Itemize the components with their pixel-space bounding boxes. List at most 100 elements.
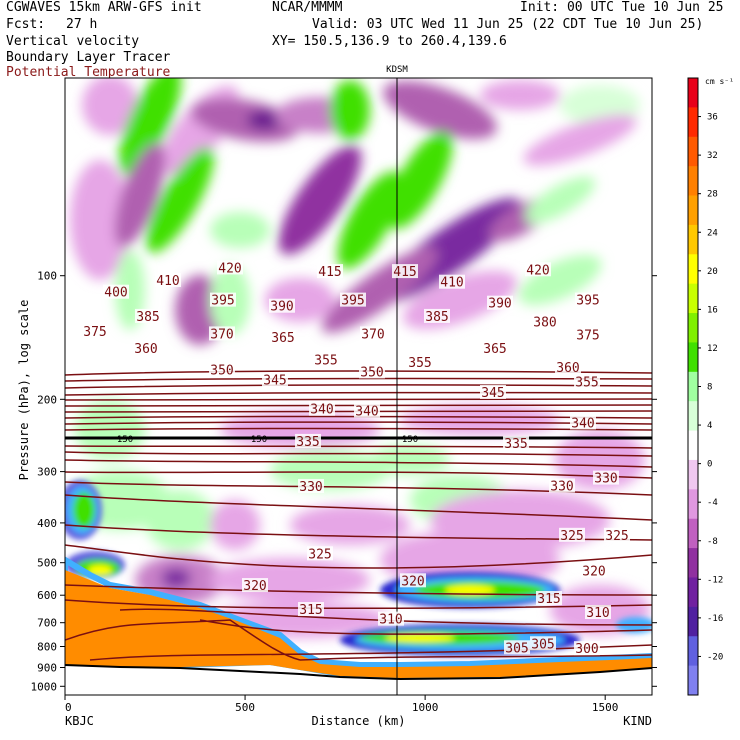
colorbar-tick-label: 4 [707, 421, 712, 431]
colorbar-tick-label: -12 [707, 575, 723, 585]
theta-label: 305 [531, 637, 554, 652]
theta-label: 320 [582, 564, 605, 579]
theta-label-bg [295, 433, 321, 448]
theta-label: 410 [156, 274, 179, 289]
theta-label: 410 [440, 276, 463, 291]
theta-label-bg [525, 262, 551, 277]
colorbar-swatch [688, 606, 698, 637]
theta-label-bg [604, 527, 630, 542]
theta-label-bg [155, 272, 181, 287]
colorbar-tick-label: -16 [707, 614, 723, 624]
y-axis-label: Pressure (hPa), log scale [17, 300, 31, 481]
colorbar-swatch [688, 518, 698, 549]
colorbar-swatch [688, 224, 698, 255]
colorbar-swatch [688, 371, 698, 402]
theta-label: 300 [575, 642, 598, 657]
theta-label-bg [313, 352, 339, 367]
theta-label-bg [504, 640, 530, 655]
terrain-mask [65, 665, 652, 695]
theta-label: 325 [560, 529, 583, 544]
theta-label-bg [269, 298, 295, 313]
theta-label-bg [298, 602, 324, 617]
theta-label: 365 [271, 331, 294, 346]
colorbar-swatch [688, 283, 698, 314]
model-title: CGWAVES 15km ARW-GFS init [6, 0, 202, 15]
colorbar-swatch [688, 136, 698, 167]
theta-label: 380 [533, 315, 556, 330]
theta-label: 325 [605, 529, 628, 544]
terrain-line [65, 664, 652, 681]
theta-label-bg [503, 436, 529, 451]
theta-label-bg [555, 360, 581, 375]
theta-label-bg [262, 372, 288, 387]
theta-label: 395 [341, 294, 364, 309]
init-time: Init: 00 UTC Tue 10 Jun 25 [520, 0, 724, 15]
colorbar-tick-label: 12 [707, 344, 718, 354]
theta-label-bg [378, 611, 404, 626]
field-boundary-layer: Boundary Layer Tracer [6, 50, 171, 65]
theta-label-bg [354, 403, 380, 418]
colorbar-tick-label: 20 [707, 267, 718, 277]
colorbar-tick-label: 0 [707, 460, 712, 470]
theta-label: 335 [296, 435, 319, 450]
isobar-label-layer: 150 150 150 [117, 435, 418, 445]
theta-label: 355 [408, 356, 431, 371]
isobar-150-label: 150 [402, 435, 418, 445]
colorbar-tick-label: 16 [707, 305, 718, 315]
theta-label: 310 [586, 606, 609, 621]
theta-label: 395 [211, 294, 234, 309]
y-tick-label: 300 [37, 466, 57, 479]
theta-label: 370 [361, 327, 384, 342]
colorbar-swatch [688, 313, 698, 343]
theta-label-bg [133, 341, 159, 356]
theta-label-bg [487, 295, 513, 310]
theta-label-bg [585, 605, 611, 620]
theta-label-bg [581, 563, 607, 578]
theta-label-bg [270, 330, 296, 345]
theta-label: 345 [481, 386, 504, 401]
theta-label: 330 [594, 472, 617, 487]
theta-label-bg [359, 364, 385, 379]
x-tick-label: 1000 [412, 701, 439, 714]
theta-label-bg [135, 308, 161, 323]
colorbar-swatch [688, 254, 698, 285]
colorbar-tick-label: 28 [707, 190, 718, 200]
theta-label-bg [217, 260, 243, 275]
colorbar-swatch [688, 430, 698, 461]
theta-label: 340 [571, 416, 594, 431]
theta-label-bg [593, 470, 619, 485]
colorbar-units: cm s⁻¹ [705, 77, 734, 86]
theta-label: 415 [393, 265, 416, 280]
theta-contours [65, 370, 652, 661]
org-label: NCAR/MMMM [272, 0, 343, 15]
x-tick-label: 1500 [592, 701, 619, 714]
theta-label-bg [307, 546, 333, 561]
colorbar-swatch [688, 577, 698, 608]
theta-label: 320 [401, 574, 424, 589]
colorbar-swatch [688, 166, 698, 197]
colorbar-swatch [688, 459, 698, 490]
theta-label: 320 [243, 579, 266, 594]
y-tick-label: 500 [37, 557, 57, 570]
colorbar-tick-label: -4 [707, 498, 718, 508]
colorbar-swatch [688, 548, 698, 578]
theta-label-bg [309, 401, 335, 416]
theta-label-layer: 420 415 415 420 410 410 400 395 390 395 390 395 385 3… [82, 260, 630, 657]
y-tick-label: 900 [37, 662, 57, 675]
theta-label-bg [482, 341, 508, 356]
y-tick-label: 700 [37, 617, 57, 630]
theta-label: 315 [299, 603, 322, 618]
colorbar-tick-label: -20 [707, 652, 723, 662]
theta-label-bg [210, 292, 236, 307]
theta-label: 365 [483, 342, 506, 357]
theta-label: 335 [504, 437, 527, 452]
theta-label-bg [392, 264, 418, 279]
theta-label-bg [480, 384, 506, 399]
x-axis-label: Distance (km) [312, 714, 406, 728]
y-tick-label: 1000 [31, 680, 58, 693]
colorbar-swatch [688, 665, 698, 696]
theta-label: 325 [308, 547, 331, 562]
colorbar-swatch [688, 78, 698, 108]
theta-label: 330 [299, 480, 322, 495]
